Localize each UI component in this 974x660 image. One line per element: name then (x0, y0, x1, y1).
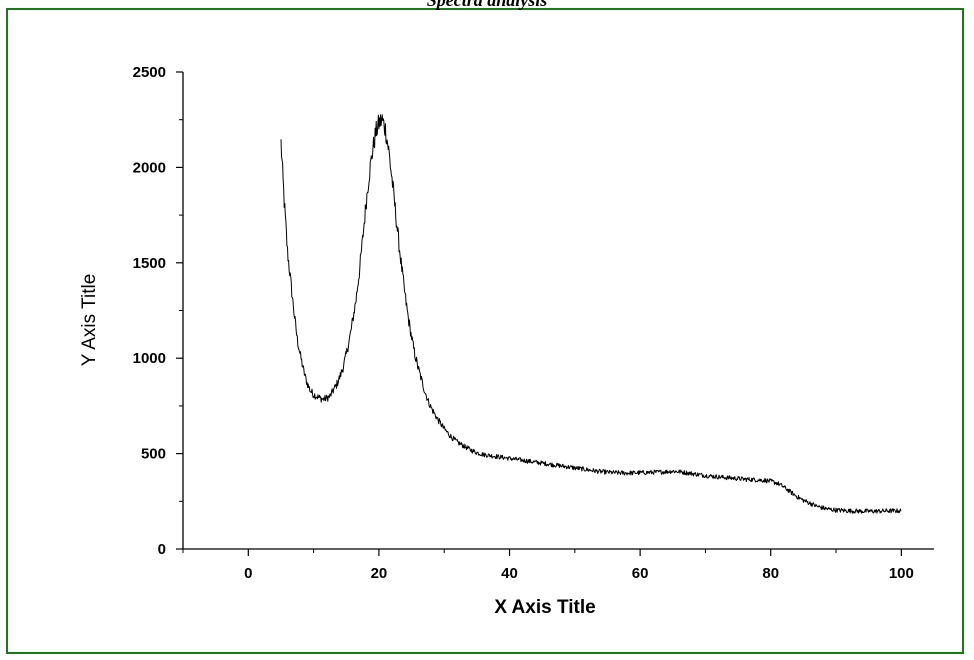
x-tick-label: 60 (632, 565, 649, 582)
y-axis-title: Y Axis Title (79, 274, 100, 367)
x-tick-label: 20 (371, 565, 388, 582)
y-tick-label: 500 (141, 446, 166, 463)
y-tick-label: 1000 (133, 350, 166, 367)
x-tick-label: 0 (244, 565, 252, 582)
x-tick-label: 40 (501, 565, 518, 582)
x-axis-title: X Axis Title (494, 597, 595, 618)
axes (182, 72, 934, 550)
y-tick-label: 2500 (133, 64, 166, 81)
spectrum-line (280, 114, 902, 514)
series-layer (280, 114, 902, 514)
x-tick-label: 100 (889, 565, 914, 582)
y-tick-label: 1500 (133, 255, 166, 272)
chart-title: Spectra analysis (426, 0, 548, 10)
y-tick-label: 0 (158, 541, 166, 558)
tick-marks (176, 71, 902, 556)
y-tick-label: 2000 (133, 159, 166, 176)
x-tick-label: 80 (762, 565, 779, 582)
chart-frame (6, 8, 964, 654)
